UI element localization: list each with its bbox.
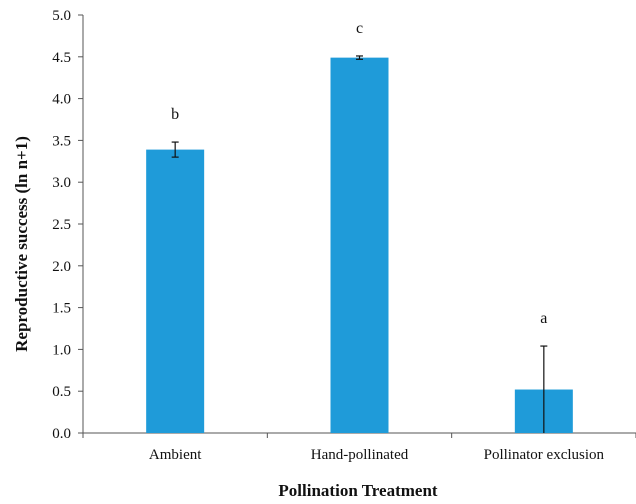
y-tick-label: 2.0	[52, 259, 71, 275]
x-axis-title: Pollination Treatment	[278, 481, 437, 500]
x-axis: Ambient Hand-pollinated Pollinator exclusi…	[82, 432, 636, 463]
y-tick-label: 2.5	[52, 217, 71, 233]
y-tick-label: 1.5	[52, 301, 71, 317]
y-tick-label: 4.0	[52, 92, 71, 108]
y-axis: 0.0 0.5 1.0 1.5 2.0 2.5 3.0 3.5 4.0 4.5 5.0	[52, 8, 84, 442]
y-axis-title: Reproductive success (ln n+1)	[12, 136, 31, 352]
y-tick-label: 1.0	[52, 342, 71, 358]
significance-labels: b c a	[171, 20, 547, 327]
x-tick-label: Ambient	[149, 447, 202, 463]
significance-letter: b	[171, 106, 179, 123]
significance-letter: a	[540, 310, 547, 327]
bar-hand-pollinated	[330, 57, 389, 434]
y-tick-label: 0.5	[52, 384, 71, 400]
y-tick-label: 3.5	[52, 133, 71, 149]
y-tick-label: 5.0	[52, 8, 71, 24]
error-bars	[171, 55, 548, 433]
y-tick-label: 4.5	[52, 50, 71, 66]
y-tick-label: 3.0	[52, 175, 71, 191]
bar-ambient	[146, 149, 205, 433]
x-tick-label: Hand-pollinated	[311, 447, 409, 463]
significance-letter: c	[356, 20, 363, 37]
bars	[146, 57, 573, 434]
y-tick-label: 0.0	[52, 426, 71, 442]
x-tick-label: Pollinator exclusion	[484, 447, 605, 463]
